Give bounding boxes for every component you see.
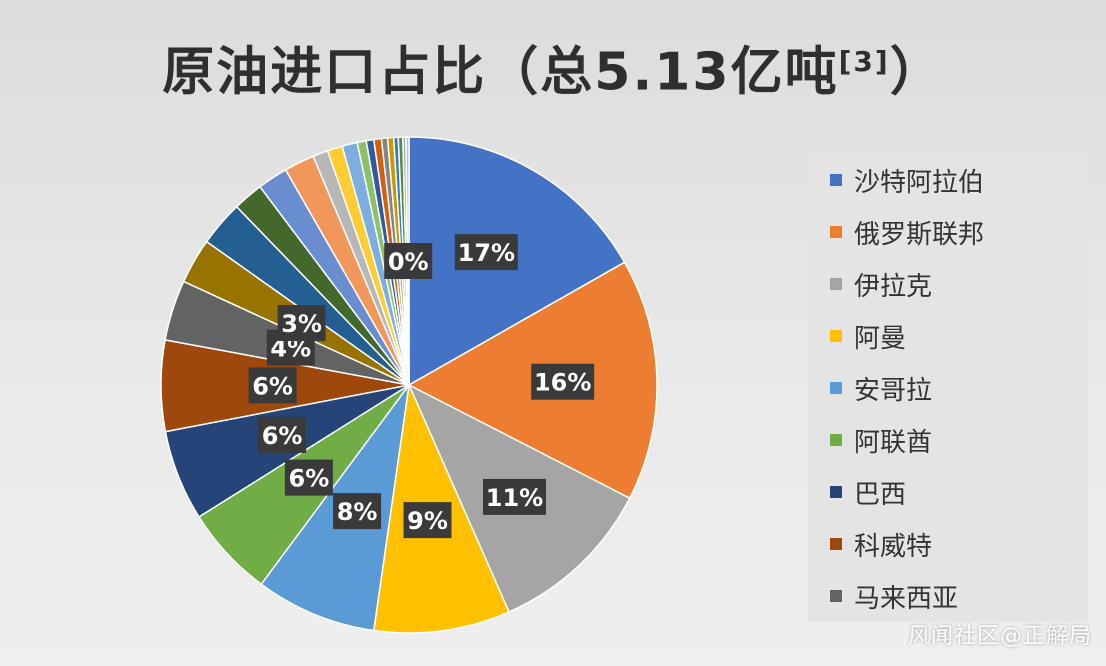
data-label-group-25: 0% — [384, 243, 433, 279]
legend-swatch-2 — [830, 278, 842, 290]
data-label-25: 0% — [388, 248, 429, 276]
legend-swatch-0 — [830, 174, 842, 186]
data-label-box-3 — [403, 502, 452, 539]
legend-item-1: 俄罗斯联邦 — [808, 206, 1088, 258]
legend-label-8: 马来西亚 — [854, 583, 959, 614]
data-label-group-7: 6% — [248, 367, 297, 404]
data-label-box-4 — [333, 493, 382, 530]
legend-item-2: 伊拉克 — [808, 258, 1088, 310]
data-label-group-5: 6% — [284, 459, 333, 496]
legend-item-4: 安哥拉 — [808, 362, 1088, 414]
legend-label-1: 俄罗斯联邦 — [854, 219, 985, 250]
legend-swatch-1 — [830, 226, 842, 238]
data-label-box-0 — [454, 234, 518, 271]
data-label-4: 8% — [337, 498, 378, 526]
chart-title: 原油进口占比（总5.13亿吨[3]） — [0, 22, 1106, 102]
legend-item-6: 巴西 — [808, 466, 1088, 518]
data-label-6: 6% — [262, 422, 303, 450]
data-label-5: 6% — [289, 465, 330, 493]
data-label-2: 11% — [486, 484, 543, 512]
data-label-9: 3% — [281, 310, 322, 338]
legend-item-5: 阿联酋 — [808, 414, 1088, 466]
data-label-group-4: 8% — [333, 493, 382, 530]
legend-label-4: 安哥拉 — [854, 375, 933, 406]
chart-title-close: ） — [889, 42, 944, 103]
data-label-group-6: 6% — [258, 416, 307, 453]
legend-label-5: 阿联酋 — [854, 427, 933, 458]
data-label-group-9: 3% — [277, 305, 326, 341]
data-label-3: 9% — [407, 507, 448, 535]
legend-swatch-4 — [830, 382, 842, 394]
legend-swatch-7 — [830, 538, 842, 550]
chart-title-ref: [3] — [838, 45, 890, 78]
legend-item-0: 沙特阿拉伯 — [808, 154, 1088, 206]
watermark: 风闻社区@正解局 — [907, 624, 1092, 649]
legend-item-3: 阿曼 — [808, 310, 1088, 362]
legend-item-7: 科威特 — [808, 518, 1088, 570]
legend-label-6: 巴西 — [854, 479, 907, 510]
data-label-group-1: 16% — [531, 363, 595, 400]
legend-swatch-3 — [830, 330, 842, 342]
chart-title-main: 原油进口占比（总5.13亿吨 — [162, 42, 839, 103]
data-label-box-5 — [284, 459, 333, 496]
data-label-box-1 — [531, 363, 595, 400]
data-label-box-25 — [384, 243, 433, 279]
data-label-1: 16% — [534, 369, 591, 397]
legend-label-0: 沙特阿拉伯 — [854, 167, 985, 198]
legend: 沙特阿拉伯俄罗斯联邦伊拉克阿曼安哥拉阿联酋巴西科威特马来西亚 — [808, 152, 1088, 622]
data-label-box-7 — [248, 367, 297, 404]
legend-item-8: 马来西亚 — [808, 570, 1088, 622]
data-label-0: 17% — [458, 239, 515, 267]
data-label-box-6 — [258, 416, 307, 453]
data-label-group-3: 9% — [403, 502, 452, 539]
data-label-box-2 — [483, 478, 546, 515]
pie-data-labels: 17%16%11%9%8%6%6%6%4%3%0% — [248, 234, 595, 539]
legend-label-7: 科威特 — [854, 531, 933, 562]
data-label-7: 6% — [252, 372, 293, 400]
legend-label-2: 伊拉克 — [854, 271, 933, 302]
data-label-group-2: 11% — [483, 478, 546, 515]
legend-label-3: 阿曼 — [854, 323, 907, 354]
legend-swatch-8 — [830, 590, 842, 602]
legend-swatch-6 — [830, 486, 842, 498]
data-label-box-9 — [277, 305, 326, 341]
data-label-group-0: 17% — [454, 234, 518, 271]
legend-swatch-5 — [830, 434, 842, 446]
